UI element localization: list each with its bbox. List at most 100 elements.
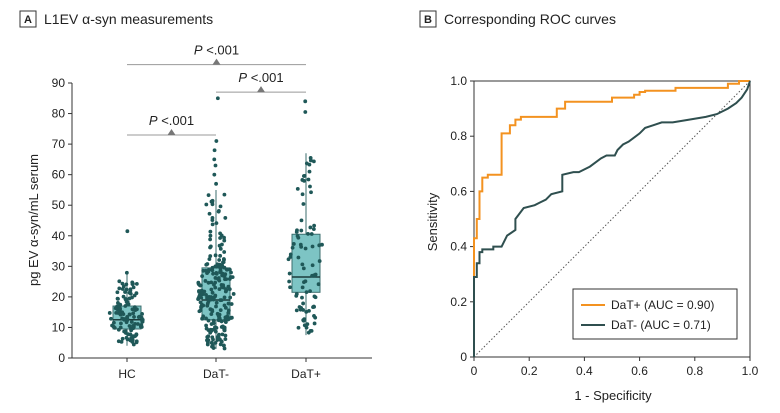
data-point bbox=[136, 315, 141, 319]
x-tick-label: 0.6 bbox=[631, 364, 648, 378]
data-point bbox=[218, 204, 223, 209]
roc-x-label: 1 - Specificity bbox=[574, 388, 652, 403]
y-tick-label: 0 bbox=[58, 351, 65, 365]
data-point bbox=[134, 339, 139, 344]
box-DaT+ bbox=[291, 233, 321, 293]
legend-box bbox=[572, 288, 738, 340]
data-point bbox=[134, 281, 139, 286]
data-point bbox=[136, 322, 140, 326]
data-point bbox=[122, 329, 127, 334]
data-point bbox=[221, 260, 225, 265]
panel-a-title: L1EV α-syn measurements bbox=[44, 11, 213, 27]
data-point bbox=[296, 255, 301, 260]
outlier-point bbox=[125, 229, 130, 234]
x-tick-label: 0.2 bbox=[521, 364, 538, 378]
data-point bbox=[200, 274, 205, 279]
data-point bbox=[222, 303, 227, 308]
data-point bbox=[308, 225, 313, 230]
outlier-point bbox=[303, 110, 308, 114]
data-point bbox=[214, 270, 219, 275]
data-point bbox=[127, 296, 132, 301]
data-point bbox=[204, 292, 208, 297]
box-plot: pg EV α-syn/mL serum 0 10 20 30 40 50 60 70 80 90… bbox=[26, 43, 372, 381]
data-point bbox=[213, 329, 218, 334]
data-point bbox=[218, 253, 223, 258]
data-point bbox=[117, 279, 122, 284]
data-point bbox=[117, 286, 122, 291]
panel-b-tag: B bbox=[424, 14, 432, 26]
y-tick-label: 0 bbox=[460, 350, 467, 364]
data-point bbox=[222, 250, 227, 254]
data-point bbox=[222, 295, 227, 300]
data-point bbox=[303, 246, 308, 251]
data-point bbox=[124, 320, 129, 325]
outlier-point bbox=[213, 163, 218, 168]
data-point bbox=[208, 296, 213, 301]
data-point bbox=[124, 287, 129, 292]
data-point bbox=[302, 173, 307, 178]
significance-marker bbox=[257, 86, 265, 93]
data-point bbox=[214, 304, 218, 309]
legend-label: DaT+ (AUC = 0.90) bbox=[611, 298, 714, 312]
data-point bbox=[214, 264, 219, 269]
data-point bbox=[212, 282, 216, 287]
data-point bbox=[120, 287, 125, 291]
data-point bbox=[294, 230, 299, 234]
data-point bbox=[139, 325, 144, 329]
data-point bbox=[205, 301, 210, 306]
data-point bbox=[204, 316, 208, 321]
panel-a-tag-box bbox=[19, 10, 37, 28]
data-point bbox=[125, 314, 130, 319]
data-point bbox=[305, 322, 310, 327]
data-point bbox=[133, 322, 137, 326]
data-point bbox=[211, 337, 215, 342]
data-point bbox=[218, 236, 222, 240]
data-point bbox=[107, 311, 112, 315]
data-point bbox=[312, 304, 316, 309]
data-point bbox=[129, 320, 134, 324]
data-point bbox=[317, 259, 322, 263]
roc-series-dat-neg bbox=[473, 80, 751, 357]
data-point bbox=[135, 307, 139, 312]
data-point bbox=[131, 311, 136, 316]
data-point bbox=[217, 258, 222, 262]
data-point bbox=[223, 333, 228, 338]
data-point bbox=[118, 325, 123, 330]
significance-marker bbox=[167, 128, 176, 135]
data-point bbox=[224, 277, 229, 282]
data-point bbox=[214, 221, 219, 226]
data-point bbox=[303, 279, 308, 284]
x-tick-label: DaT+ bbox=[291, 367, 321, 381]
data-point bbox=[208, 244, 213, 249]
data-point bbox=[199, 288, 204, 293]
data-point bbox=[301, 266, 306, 271]
y-tick-label: 0.4 bbox=[450, 240, 467, 254]
x-tick-label: HC bbox=[118, 367, 136, 381]
data-point bbox=[309, 232, 314, 236]
data-point bbox=[312, 321, 317, 326]
data-point bbox=[215, 338, 220, 342]
data-point bbox=[210, 290, 215, 295]
data-point bbox=[308, 289, 312, 293]
data-point bbox=[222, 192, 227, 197]
data-point bbox=[213, 293, 218, 298]
data-point bbox=[109, 316, 113, 321]
data-point bbox=[130, 307, 135, 312]
data-point bbox=[210, 308, 215, 312]
data-point bbox=[210, 344, 214, 349]
data-point bbox=[121, 294, 126, 299]
data-point bbox=[300, 262, 305, 267]
data-point bbox=[296, 325, 301, 330]
data-point bbox=[312, 223, 317, 228]
data-point bbox=[211, 271, 215, 276]
data-point bbox=[116, 339, 121, 344]
data-point bbox=[316, 282, 321, 287]
data-point bbox=[213, 253, 218, 258]
data-point bbox=[227, 267, 232, 272]
data-point bbox=[312, 314, 316, 318]
data-point bbox=[228, 295, 233, 300]
data-point bbox=[116, 297, 120, 301]
data-point bbox=[287, 279, 292, 284]
box-plot-y-label: pg EV α-syn/mL serum bbox=[26, 154, 41, 286]
